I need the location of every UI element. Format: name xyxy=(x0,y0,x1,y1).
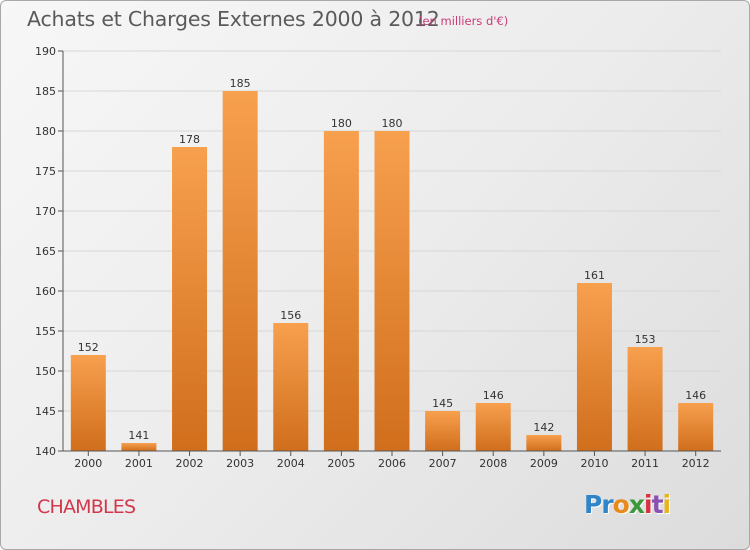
bar xyxy=(576,283,612,451)
x-tick-label: 2005 xyxy=(327,457,355,470)
data-label: 178 xyxy=(179,133,200,146)
y-tick-label: 165 xyxy=(35,245,56,258)
data-label: 145 xyxy=(432,397,453,410)
x-tick-label: 2012 xyxy=(682,457,710,470)
x-tick-label: 2011 xyxy=(631,457,659,470)
chart-subtitle: (en milliers d'€) xyxy=(418,14,509,28)
bar xyxy=(121,443,157,451)
data-label: 146 xyxy=(685,389,706,402)
x-tick-label: 2006 xyxy=(378,457,406,470)
bar xyxy=(425,411,461,451)
x-tick-label: 2002 xyxy=(176,457,204,470)
y-tick-label: 145 xyxy=(35,405,56,418)
bar xyxy=(374,131,410,451)
x-tick-label: 2004 xyxy=(277,457,305,470)
logo-part: Pr xyxy=(584,490,614,519)
data-label: 185 xyxy=(230,77,251,90)
y-tick-label: 150 xyxy=(35,365,56,378)
data-label: 180 xyxy=(382,117,403,130)
x-tick-label: 2000 xyxy=(74,457,102,470)
bar xyxy=(627,347,663,451)
x-tick-label: 2008 xyxy=(479,457,507,470)
bar xyxy=(526,435,562,451)
commune-name: CHAMBLES xyxy=(37,496,136,518)
x-tick-label: 2003 xyxy=(226,457,254,470)
x-tick-label: 2010 xyxy=(580,457,608,470)
data-label: 153 xyxy=(635,333,656,346)
y-tick-label: 180 xyxy=(35,125,56,138)
data-label: 146 xyxy=(483,389,504,402)
bar xyxy=(70,355,106,451)
logo-part: i xyxy=(662,490,672,519)
bar xyxy=(222,91,258,451)
y-tick-label: 170 xyxy=(35,205,56,218)
data-label: 156 xyxy=(280,309,301,322)
x-tick-label: 2001 xyxy=(125,457,153,470)
chart-title: Achats et Charges Externes 2000 à 2012 xyxy=(27,7,440,31)
bar xyxy=(323,131,359,451)
logo-part: x xyxy=(628,490,645,519)
bar xyxy=(475,403,511,451)
y-tick-label: 190 xyxy=(35,45,56,58)
logo-part: i xyxy=(643,490,653,519)
data-label: 180 xyxy=(331,117,352,130)
labels: 140 145 150 155 160 165 170 175 180 185 190 152 2000… xyxy=(35,45,710,470)
x-tick-label: 2009 xyxy=(530,457,558,470)
logo-part: t xyxy=(651,490,664,519)
proxiti-logo: Proxiti xyxy=(584,490,672,519)
y-tick-label: 160 xyxy=(35,285,56,298)
axes xyxy=(58,50,721,456)
x-tick-label: 2007 xyxy=(429,457,457,470)
y-tick-label: 175 xyxy=(35,165,56,178)
data-label: 161 xyxy=(584,269,605,282)
bars xyxy=(70,91,714,451)
data-label: 142 xyxy=(533,421,554,434)
y-tick-label: 185 xyxy=(35,85,56,98)
data-label: 152 xyxy=(78,341,99,354)
logo-part: o xyxy=(612,490,630,519)
bar xyxy=(273,323,309,451)
y-tick-label: 155 xyxy=(35,325,56,338)
data-label: 141 xyxy=(128,429,149,442)
bar xyxy=(678,403,714,451)
y-tick-label: 140 xyxy=(35,445,56,458)
bar xyxy=(172,147,208,451)
